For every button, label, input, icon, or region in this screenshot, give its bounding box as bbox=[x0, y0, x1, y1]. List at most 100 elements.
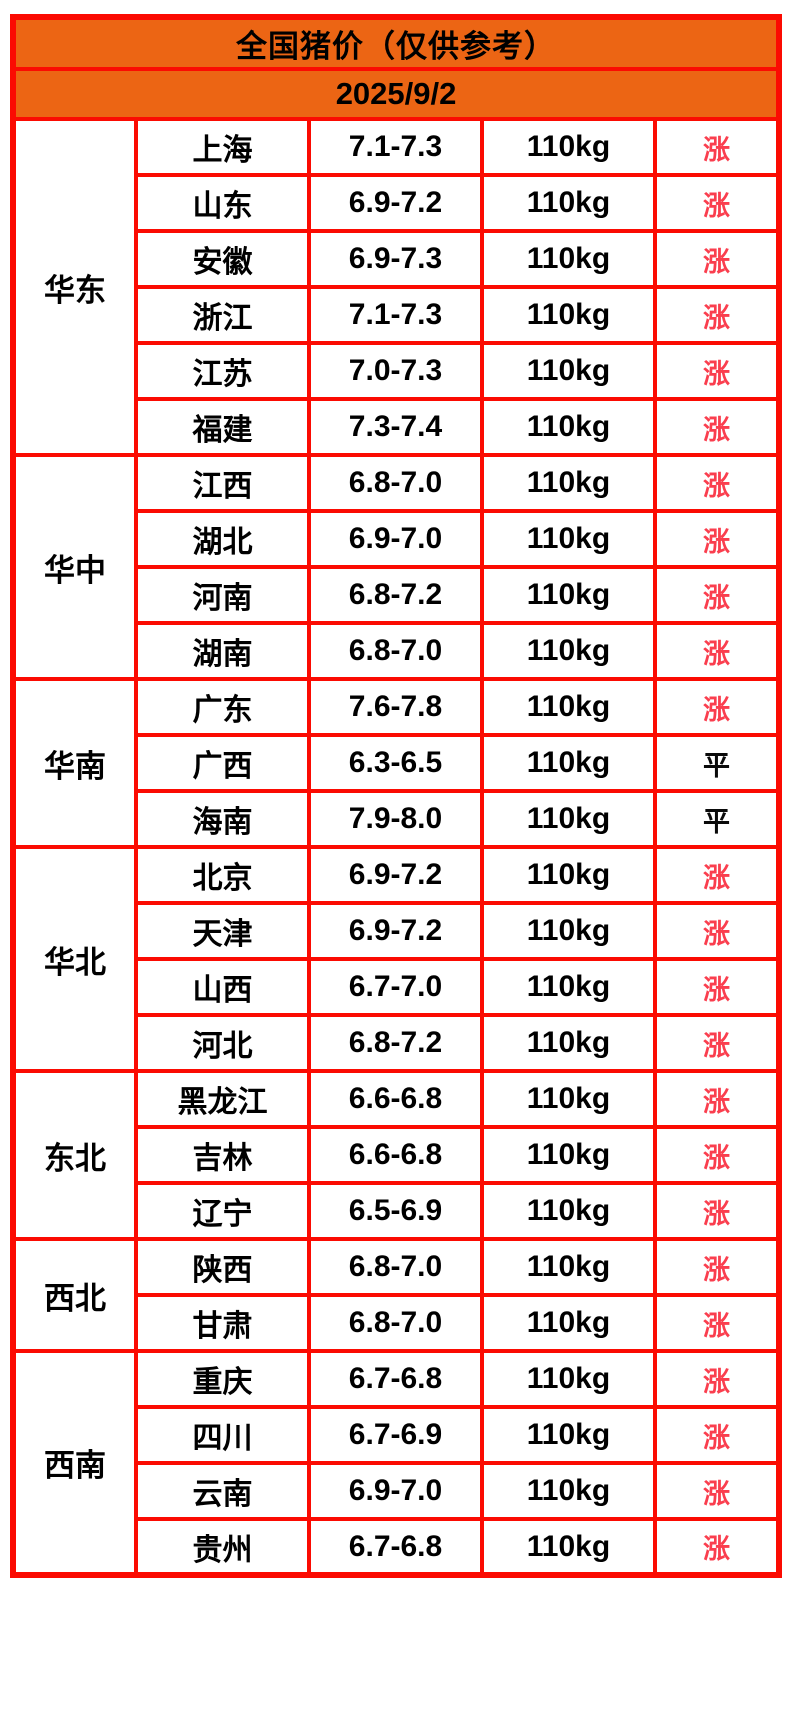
province-cell: 江西 bbox=[134, 453, 311, 513]
national-pig-price-table-wrap: 全国猪价（仅供参考） 2025/9/2 华东 上海 7.1-7.3 110kg 涨山东 6… bbox=[10, 14, 783, 1578]
price-cell: 6.9-7.2 bbox=[307, 901, 484, 961]
province-cell: 云南 bbox=[134, 1461, 311, 1521]
date-row: 2025/9/2 bbox=[10, 67, 782, 121]
status-cell: 涨 bbox=[652, 397, 782, 457]
price-cell: 6.9-7.0 bbox=[307, 509, 484, 569]
province-cell: 上海 bbox=[134, 117, 311, 177]
weight-cell: 110kg bbox=[480, 341, 657, 401]
table-row: 辽宁 6.5-6.9 110kg 涨 bbox=[13, 1181, 782, 1241]
province-cell: 甘肃 bbox=[134, 1293, 311, 1353]
status-cell: 涨 bbox=[652, 901, 782, 961]
weight-cell: 110kg bbox=[480, 117, 657, 177]
region-cell: 东北 bbox=[11, 1069, 138, 1241]
province-cell: 山东 bbox=[134, 173, 311, 233]
province-cell: 海南 bbox=[134, 789, 311, 849]
status-cell: 涨 bbox=[652, 173, 782, 233]
table-row: 广西 6.3-6.5 110kg 平 bbox=[13, 733, 782, 793]
weight-cell: 110kg bbox=[480, 1181, 657, 1241]
province-cell: 湖南 bbox=[134, 621, 311, 681]
table-row: 东北 黑龙江 6.6-6.8 110kg 涨 bbox=[11, 1069, 782, 1241]
price-cell: 6.6-6.8 bbox=[307, 1125, 484, 1185]
table-row: 西南 重庆 6.7-6.8 110kg 涨 bbox=[11, 1349, 782, 1577]
status-cell: 涨 bbox=[652, 1293, 782, 1353]
province-cell: 四川 bbox=[134, 1405, 311, 1465]
price-cell: 6.7-6.9 bbox=[307, 1405, 484, 1465]
province-cell: 山西 bbox=[134, 957, 311, 1017]
price-cell: 6.5-6.9 bbox=[307, 1181, 484, 1241]
weight-cell: 110kg bbox=[480, 229, 657, 289]
status-cell: 涨 bbox=[652, 1013, 782, 1073]
table-row: 华南 广东 7.6-7.8 110kg 涨 bbox=[11, 677, 782, 849]
table-row: 甘肃 6.8-7.0 110kg 涨 bbox=[13, 1293, 782, 1353]
price-cell: 6.7-6.8 bbox=[307, 1349, 484, 1409]
table-row: 云南 6.9-7.0 110kg 涨 bbox=[13, 1461, 782, 1521]
region-cell: 西南 bbox=[11, 1349, 138, 1577]
table-row: 华北 北京 6.9-7.2 110kg 涨 bbox=[11, 845, 782, 1073]
price-cell: 7.3-7.4 bbox=[307, 397, 484, 457]
price-cell: 6.7-7.0 bbox=[307, 957, 484, 1017]
region-cell: 华北 bbox=[11, 845, 138, 1073]
price-cell: 6.8-7.0 bbox=[307, 453, 484, 513]
table-row: 河南 6.8-7.2 110kg 涨 bbox=[13, 565, 782, 625]
price-table-body: 全国猪价（仅供参考） 2025/9/2 华东 上海 7.1-7.3 110kg 涨山东 6… bbox=[10, 15, 782, 1577]
status-cell: 涨 bbox=[652, 1181, 782, 1241]
table-date: 2025/9/2 bbox=[10, 67, 782, 121]
status-cell: 涨 bbox=[652, 117, 782, 177]
status-cell: 涨 bbox=[652, 1517, 782, 1577]
status-cell: 涨 bbox=[652, 453, 782, 513]
weight-cell: 110kg bbox=[480, 1013, 657, 1073]
weight-cell: 110kg bbox=[480, 1293, 657, 1353]
status-cell: 涨 bbox=[652, 285, 782, 345]
national-pig-price-table: 全国猪价（仅供参考） 2025/9/2 华东 上海 7.1-7.3 110kg 涨山东 6… bbox=[10, 14, 783, 1578]
province-cell: 安徽 bbox=[134, 229, 311, 289]
status-cell: 涨 bbox=[652, 1349, 782, 1409]
weight-cell: 110kg bbox=[480, 1125, 657, 1185]
region-cell: 西北 bbox=[11, 1237, 138, 1353]
table-row: 山东 6.9-7.2 110kg 涨 bbox=[13, 173, 782, 233]
weight-cell: 110kg bbox=[480, 733, 657, 793]
province-cell: 辽宁 bbox=[134, 1181, 311, 1241]
status-cell: 涨 bbox=[652, 1069, 782, 1129]
weight-cell: 110kg bbox=[480, 1517, 657, 1577]
price-cell: 6.9-7.2 bbox=[307, 173, 484, 233]
weight-cell: 110kg bbox=[480, 1461, 657, 1521]
status-cell: 平 bbox=[652, 789, 782, 849]
weight-cell: 110kg bbox=[480, 509, 657, 569]
price-cell: 6.9-7.3 bbox=[307, 229, 484, 289]
title-row: 全国猪价（仅供参考） bbox=[10, 15, 782, 71]
province-cell: 湖北 bbox=[134, 509, 311, 569]
status-cell: 平 bbox=[652, 733, 782, 793]
weight-cell: 110kg bbox=[480, 1237, 657, 1297]
price-cell: 7.9-8.0 bbox=[307, 789, 484, 849]
weight-cell: 110kg bbox=[480, 1405, 657, 1465]
table-row: 华中 江西 6.8-7.0 110kg 涨 bbox=[11, 453, 782, 681]
price-cell: 7.1-7.3 bbox=[307, 285, 484, 345]
price-cell: 6.8-7.0 bbox=[307, 1293, 484, 1353]
status-cell: 涨 bbox=[652, 229, 782, 289]
status-cell: 涨 bbox=[652, 1237, 782, 1297]
weight-cell: 110kg bbox=[480, 901, 657, 961]
weight-cell: 110kg bbox=[480, 789, 657, 849]
price-cell: 6.9-7.0 bbox=[307, 1461, 484, 1521]
price-cell: 6.8-7.0 bbox=[307, 621, 484, 681]
weight-cell: 110kg bbox=[480, 285, 657, 345]
status-cell: 涨 bbox=[652, 1461, 782, 1521]
weight-cell: 110kg bbox=[480, 845, 657, 905]
table-row: 河北 6.8-7.2 110kg 涨 bbox=[13, 1013, 782, 1073]
weight-cell: 110kg bbox=[480, 1349, 657, 1409]
province-cell: 陕西 bbox=[134, 1237, 311, 1297]
weight-cell: 110kg bbox=[480, 453, 657, 513]
province-cell: 贵州 bbox=[134, 1517, 311, 1577]
weight-cell: 110kg bbox=[480, 957, 657, 1017]
weight-cell: 110kg bbox=[480, 677, 657, 737]
status-cell: 涨 bbox=[652, 341, 782, 401]
price-cell: 6.8-7.0 bbox=[307, 1237, 484, 1297]
table-row: 浙江 7.1-7.3 110kg 涨 bbox=[13, 285, 782, 345]
table-row: 西北 陕西 6.8-7.0 110kg 涨 bbox=[11, 1237, 782, 1353]
price-cell: 6.8-7.2 bbox=[307, 1013, 484, 1073]
province-cell: 福建 bbox=[134, 397, 311, 457]
price-cell: 6.7-6.8 bbox=[307, 1517, 484, 1577]
status-cell: 涨 bbox=[652, 621, 782, 681]
weight-cell: 110kg bbox=[480, 173, 657, 233]
price-cell: 7.0-7.3 bbox=[307, 341, 484, 401]
